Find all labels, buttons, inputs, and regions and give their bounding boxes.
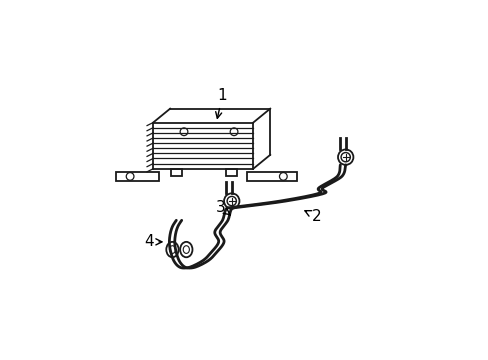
Bar	[171, 169, 182, 176]
Text: 2: 2	[305, 209, 321, 224]
Text: 4: 4	[143, 234, 162, 249]
Text: 3: 3	[215, 200, 230, 215]
Bar	[226, 169, 237, 176]
Text: 1: 1	[215, 88, 227, 118]
